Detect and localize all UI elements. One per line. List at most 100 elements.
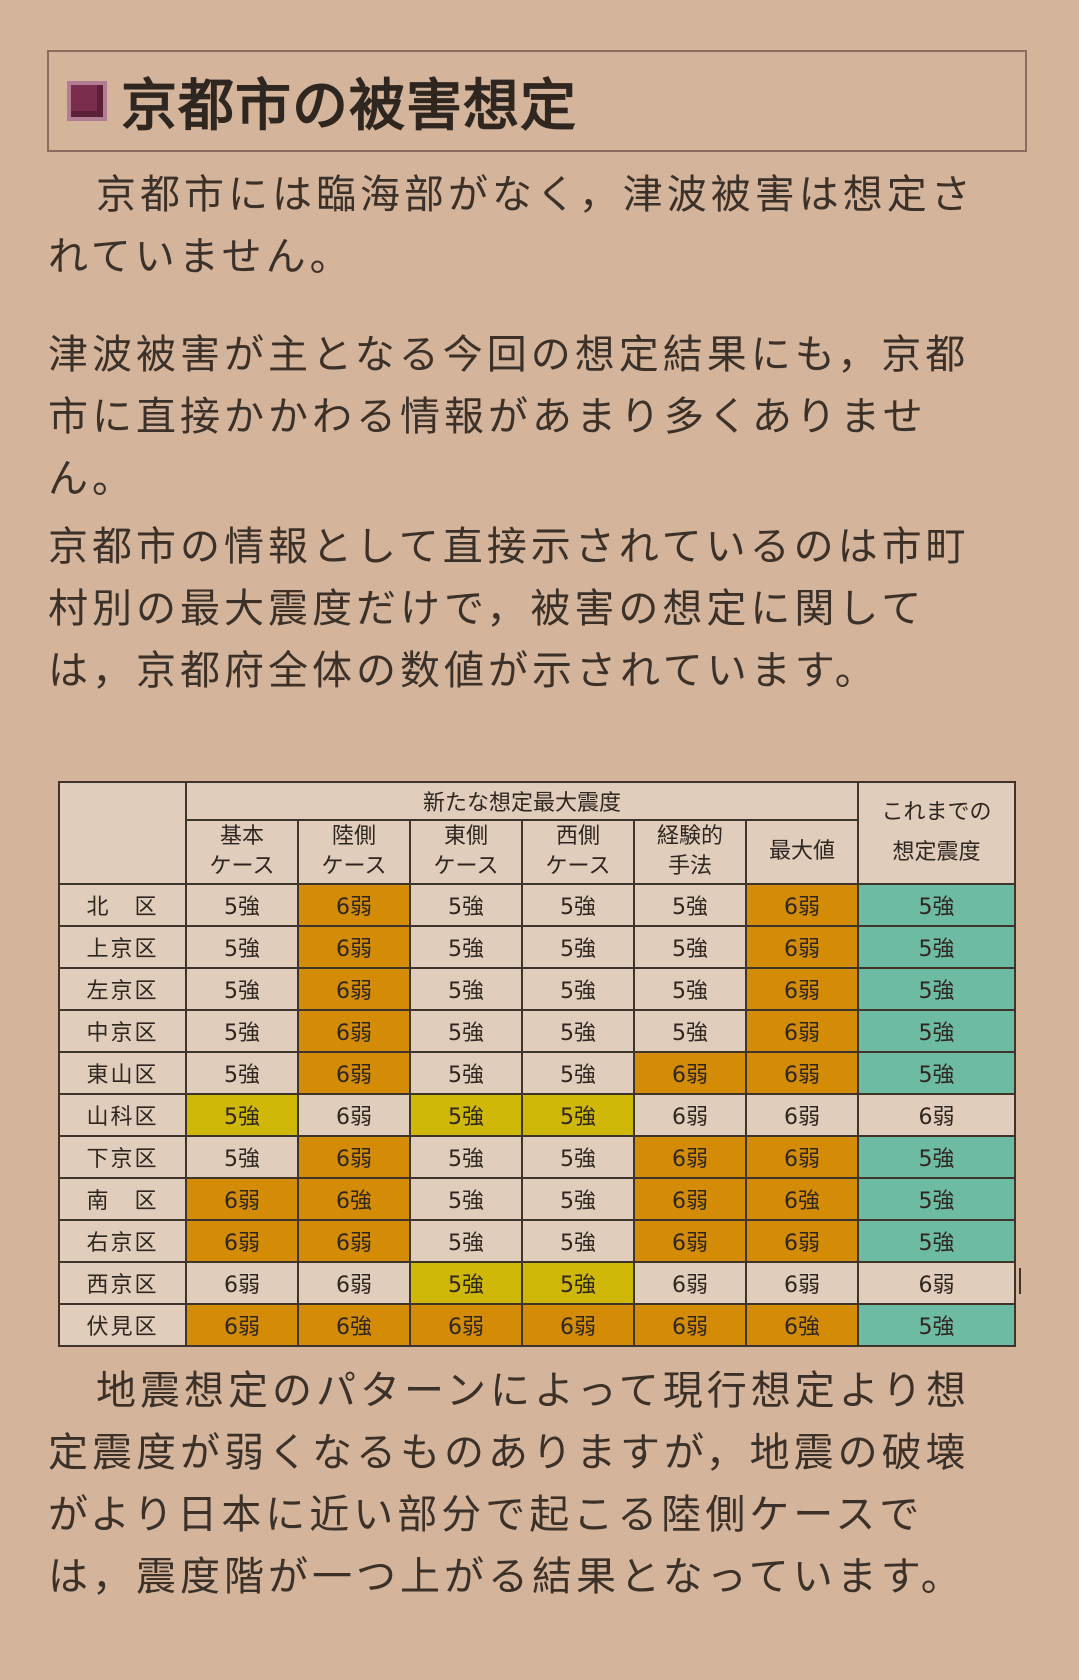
intensity-cell: 5強 [521, 1261, 635, 1305]
column-header-line1: 経験的 [656, 824, 723, 849]
table-row: 下京区 5強 6弱 5強 5強 6弱 6弱 5強 [58, 1135, 1016, 1179]
intensity-cell: 6強 [745, 1303, 859, 1347]
previous-header-line2: 想定震度 [892, 840, 981, 865]
table-body: 北 区 5強 6弱 5強 5強 5強 6弱 5強 上京区 5強 6弱 5強 5強 5強 6弱 5強 左京区 5強 6… [58, 883, 1016, 1347]
ward-name-cell: 南 区 [58, 1177, 187, 1221]
intensity-cell: 6弱 [297, 883, 411, 927]
intensity-cell: 6弱 [745, 967, 859, 1011]
column-header-line1: 最大値 [768, 839, 835, 864]
intensity-cell: 6弱 [633, 1219, 747, 1263]
ward-name-cell: 下京区 [58, 1135, 187, 1179]
intensity-cell: 5強 [409, 1177, 523, 1221]
intensity-cell: 6弱 [297, 967, 411, 1011]
intensity-cell: 5強 [409, 1261, 523, 1305]
column-header-line1: 東側 [443, 824, 488, 849]
intensity-cell: 6弱 [745, 1219, 859, 1263]
stray-border-mark [1019, 1268, 1021, 1294]
seismic-intensity-table: 新たな想定最大震度 これまでの 想定震度 基本 ケース 陸側 ケース 東側 ケース 西側 ケー… [58, 781, 1016, 1347]
intensity-cell: 6弱 [297, 1051, 411, 1095]
intensity-cell: 6弱 [633, 1177, 747, 1221]
intensity-cell: 6弱 [745, 925, 859, 969]
intensity-cell: 5強 [521, 1051, 635, 1095]
intensity-cell: 6弱 [633, 1261, 747, 1305]
intensity-cell: 6弱 [745, 1009, 859, 1053]
page-title: 京都市の被害想定 [121, 73, 577, 139]
previous-header-line1: これまでの [881, 800, 992, 825]
intensity-cell: 6弱 [633, 1051, 747, 1095]
intensity-cell: 5強 [185, 1093, 299, 1137]
intensity-cell: 5強 [185, 1051, 299, 1095]
section-heading: 京都市の被害想定 [47, 50, 1027, 152]
intensity-cell: 5強 [521, 1009, 635, 1053]
ward-name-cell: 左京区 [58, 967, 187, 1011]
intensity-cell: 6弱 [297, 1219, 411, 1263]
intensity-cell: 6弱 [745, 1261, 859, 1305]
intensity-cell: 5強 [409, 1009, 523, 1053]
intensity-cell: 5強 [409, 883, 523, 927]
previous-intensity-cell: 6弱 [857, 1261, 1016, 1305]
intensity-cell: 6弱 [633, 1303, 747, 1347]
intensity-cell: 6弱 [297, 925, 411, 969]
column-header-line1: 陸側 [331, 824, 376, 849]
intensity-cell: 5強 [521, 1093, 635, 1137]
ward-header-blank [58, 781, 187, 885]
intensity-cell: 5強 [633, 1009, 747, 1053]
table-row: 北 区 5強 6弱 5強 5強 5強 6弱 5強 [58, 883, 1016, 927]
new-max-intensity-header: 新たな想定最大震度 [185, 781, 859, 821]
ward-name-cell: 上京区 [58, 925, 187, 969]
intensity-cell: 6弱 [633, 1093, 747, 1137]
intensity-cell: 5強 [521, 1177, 635, 1221]
ward-name-cell: 山科区 [58, 1093, 187, 1137]
intensity-cell: 6弱 [745, 1135, 859, 1179]
paragraph-tsunami-info: 津波被害が主となる今回の想定結果にも，京都市に直接かかわる情報があまり多くありま… [48, 332, 970, 502]
intensity-cell: 6弱 [185, 1303, 299, 1347]
previous-intensity-cell: 5強 [857, 1219, 1016, 1263]
intensity-cell: 6弱 [409, 1303, 523, 1347]
ward-name-cell: 東山区 [58, 1051, 187, 1095]
table-row: 上京区 5強 6弱 5強 5強 5強 6弱 5強 [58, 925, 1016, 969]
intensity-cell: 5強 [633, 925, 747, 969]
intensity-cell: 5強 [409, 1135, 523, 1179]
intensity-cell: 5強 [185, 925, 299, 969]
column-header-row: 基本 ケース 陸側 ケース 東側 ケース 西側 ケース 経験的 手法 最大値 [59, 819, 1015, 885]
table-row: 東山区 5強 6弱 5強 5強 6弱 6弱 5強 [58, 1051, 1016, 1095]
intensity-cell: 6強 [297, 1177, 411, 1221]
previous-intensity-cell: 5強 [857, 1303, 1016, 1347]
table-row: 右京区 6弱 6弱 5強 5強 6弱 6弱 5強 [58, 1219, 1016, 1263]
intensity-cell: 5強 [185, 1009, 299, 1053]
intensity-cell: 5強 [633, 967, 747, 1011]
previous-intensity-cell: 5強 [857, 925, 1016, 969]
previous-intensity-cell: 5強 [857, 1051, 1016, 1095]
intensity-cell: 6強 [745, 1177, 859, 1221]
paragraph-kyoto-info: 京都市の情報として直接示されているのは市町村別の最大震度だけで，被害の想定に関し… [48, 524, 970, 694]
intensity-cell: 5強 [521, 883, 635, 927]
column-header: 基本 ケース [185, 819, 299, 885]
intensity-cell: 5強 [409, 1051, 523, 1095]
intensity-cell: 5強 [409, 1093, 523, 1137]
table-row: 山科区 5強 6弱 5強 5強 6弱 6弱 6弱 [58, 1093, 1016, 1137]
intensity-cell: 6弱 [185, 1177, 299, 1221]
table-row: 南 区 6弱 6強 5強 5強 6弱 6強 5強 [58, 1177, 1016, 1221]
intensity-cell: 6弱 [185, 1261, 299, 1305]
intensity-cell: 6弱 [185, 1219, 299, 1263]
table-row: 左京区 5強 6弱 5強 5強 5強 6弱 5強 [58, 967, 1016, 1011]
table-row: 中京区 5強 6弱 5強 5強 5強 6弱 5強 [58, 1009, 1016, 1053]
column-header-line1: 基本 [219, 824, 264, 849]
intensity-cell: 5強 [185, 1135, 299, 1179]
intensity-cell: 5強 [633, 883, 747, 927]
column-header-line2: 手法 [667, 854, 712, 879]
previous-intensity-header: これまでの 想定震度 [857, 781, 1016, 885]
column-header-line2: ケース [321, 854, 387, 879]
ward-name-cell: 西京区 [58, 1261, 187, 1305]
intensity-cell: 6弱 [633, 1135, 747, 1179]
intensity-cell: 5強 [521, 1135, 635, 1179]
column-header: 経験的 手法 [633, 819, 747, 885]
column-header: 陸側 ケース [297, 819, 411, 885]
ward-name-cell: 中京区 [58, 1009, 187, 1053]
paragraph-intro: 京都市には臨海部がなく，津波被害は想定されていません。 [48, 172, 975, 280]
ward-name-cell: 北 区 [58, 883, 187, 927]
intensity-cell: 6弱 [297, 1093, 411, 1137]
previous-intensity-cell: 5強 [857, 1009, 1016, 1053]
table-row: 西京区 6弱 6弱 5強 5強 6弱 6弱 6弱 [58, 1261, 1016, 1305]
intensity-cell: 5強 [409, 925, 523, 969]
